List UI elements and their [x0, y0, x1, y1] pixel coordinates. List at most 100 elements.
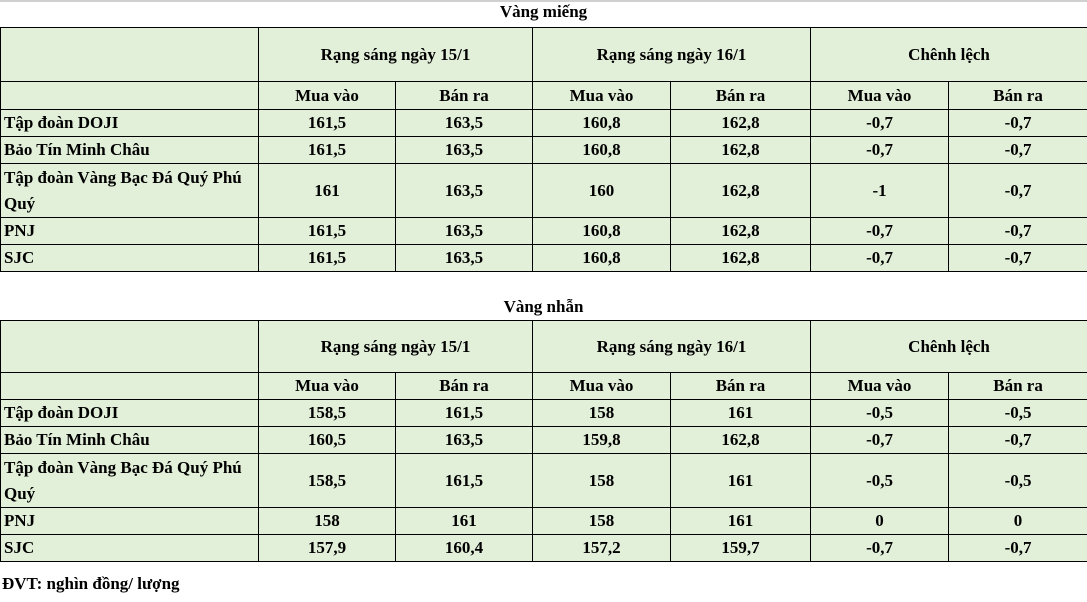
- price-cell: 161,5: [394, 399, 534, 427]
- price-cell: 160,8: [532, 244, 672, 272]
- table-row: Tập đoàn DOJI 161,5 163,5 160,8 162,8 -0,7 -0,…: [0, 109, 1087, 137]
- price-cell: 162,8: [670, 109, 812, 137]
- company-name: Tập đoàn DOJI: [0, 399, 259, 427]
- company-name: Tập đoàn Vàng Bạc Đá Quý Phú Quý: [0, 163, 259, 218]
- price-cell: 160,8: [532, 109, 672, 137]
- price-cell: -0,7: [810, 426, 950, 454]
- price-cell: 163,5: [394, 426, 534, 454]
- price-cell: 162,8: [670, 244, 812, 272]
- sub-header: Mua vào: [810, 372, 950, 400]
- price-cell: 163,5: [394, 136, 534, 164]
- price-cell: 158: [532, 507, 672, 535]
- price-cell: 160,5: [258, 426, 396, 454]
- table-row: Tập đoàn Vàng Bạc Đá Quý Phú Quý 161 163,5…: [0, 163, 1087, 218]
- price-cell: 158: [258, 507, 396, 535]
- price-cell: 161: [670, 453, 812, 508]
- price-cell: 0: [948, 507, 1087, 535]
- price-table: Rạng sáng ngày 15/1 Rạng sáng ngày 16/1 Ch…: [0, 320, 1087, 562]
- table-row: Tập đoàn Vàng Bạc Đá Quý Phú Quý 158,5 161…: [0, 453, 1087, 508]
- price-cell: 158: [532, 453, 672, 508]
- group-header: Chênh lệch: [810, 320, 1087, 373]
- price-cell: -0,7: [810, 109, 950, 137]
- price-cell: -0,5: [810, 453, 950, 508]
- empty-header-cell: [0, 372, 259, 400]
- sub-header: Mua vào: [258, 372, 396, 400]
- group-header: Rạng sáng ngày 15/1: [257, 27, 534, 82]
- table-row: Bảo Tín Minh Châu 160,5 163,5 159,8 162,8 -0,…: [0, 426, 1087, 454]
- price-cell: -0,7: [810, 136, 950, 164]
- table-row: Bảo Tín Minh Châu 161,5 163,5 160,8 162,8 -0,…: [0, 136, 1087, 164]
- price-cell: 163,5: [394, 217, 534, 245]
- price-cell: 158: [532, 399, 672, 427]
- sub-header: Bán ra: [670, 81, 812, 110]
- price-cell: 161: [670, 507, 812, 535]
- group-header: Rạng sáng ngày 16/1: [532, 320, 812, 373]
- price-cell: 161,5: [258, 217, 396, 245]
- price-cell: -1: [810, 163, 950, 218]
- sub-header: Mua vào: [532, 81, 672, 110]
- price-cell: -0,7: [948, 217, 1087, 245]
- price-cell: 162,8: [670, 163, 812, 218]
- company-name: PNJ: [0, 217, 259, 245]
- table-row: Tập đoàn DOJI 158,5 161,5 158 161 -0,5 -0,5: [0, 399, 1087, 427]
- price-cell: -0,5: [948, 453, 1087, 508]
- price-cell: 158,5: [258, 453, 396, 508]
- price-cell: 160,8: [532, 217, 672, 245]
- company-name: Bảo Tín Minh Châu: [0, 426, 259, 454]
- empty-header-cell: [0, 320, 259, 373]
- company-name: Tập đoàn DOJI: [0, 109, 259, 137]
- price-cell: -0,7: [810, 534, 950, 562]
- unit-note: ĐVT: nghìn đồng/ lượng: [2, 574, 180, 593]
- price-cell: 161: [258, 163, 396, 218]
- group-header: Chênh lệch: [810, 27, 1087, 82]
- company-name: SJC: [0, 244, 259, 272]
- price-cell: 160,8: [532, 136, 672, 164]
- price-cell: 163,5: [394, 163, 534, 218]
- price-table: Rạng sáng ngày 15/1 Rạng sáng ngày 16/1 Ch…: [0, 27, 1087, 272]
- price-cell: 161: [670, 399, 812, 427]
- price-cell: 157,9: [258, 534, 396, 562]
- price-cell: 161,5: [258, 244, 396, 272]
- group-header: Rạng sáng ngày 16/1: [532, 27, 812, 82]
- sub-header: Mua vào: [810, 81, 950, 110]
- sub-header: Bán ra: [394, 81, 534, 110]
- group-header-row: Rạng sáng ngày 15/1 Rạng sáng ngày 16/1 Ch…: [0, 27, 1087, 82]
- price-cell: -0,7: [948, 534, 1087, 562]
- sub-header: Bán ra: [948, 81, 1087, 110]
- price-cell: -0,7: [948, 109, 1087, 137]
- price-cell: 163,5: [394, 109, 534, 137]
- table-title: Vàng nhẫn: [503, 297, 584, 316]
- price-cell: -0,7: [948, 244, 1087, 272]
- price-cell: 162,8: [670, 426, 812, 454]
- sub-header-row: Mua vào Bán ra Mua vào Bán ra Mua vào Bán ra: [0, 372, 1087, 400]
- sub-header: Mua vào: [258, 81, 396, 110]
- price-cell: -0,7: [810, 217, 950, 245]
- empty-header-cell: [0, 27, 259, 82]
- company-name: Tập đoàn Vàng Bạc Đá Quý Phú Quý: [0, 453, 259, 508]
- sub-header: Bán ra: [670, 372, 812, 400]
- table-row: PNJ 161,5 163,5 160,8 162,8 -0,7 -0,7: [0, 217, 1087, 245]
- price-cell: 161,5: [258, 109, 396, 137]
- price-cell: 162,8: [670, 217, 812, 245]
- price-cell: 159,8: [532, 426, 672, 454]
- price-cell: 161: [394, 507, 534, 535]
- empty-header-cell: [0, 81, 259, 110]
- table-title: Vàng miếng: [499, 2, 588, 21]
- price-cell: -0,5: [948, 399, 1087, 427]
- price-cell: 160: [532, 163, 672, 218]
- sub-header: Bán ra: [394, 372, 534, 400]
- price-cell: -0,5: [810, 399, 950, 427]
- group-header: Rạng sáng ngày 15/1: [257, 320, 534, 373]
- table-row: PNJ 158 161 158 161 0 0: [0, 507, 1087, 535]
- price-cell: 159,7: [670, 534, 812, 562]
- price-cell: 163,5: [394, 244, 534, 272]
- sub-header: Bán ra: [948, 372, 1087, 400]
- sub-header-row: Mua vào Bán ra Mua vào Bán ra Mua vào Bán ra: [0, 81, 1087, 110]
- price-cell: 158,5: [258, 399, 396, 427]
- price-cell: 162,8: [670, 136, 812, 164]
- price-cell: -0,7: [810, 244, 950, 272]
- company-name: SJC: [0, 534, 259, 562]
- price-cell: 161,5: [258, 136, 396, 164]
- company-name: Bảo Tín Minh Châu: [0, 136, 259, 164]
- company-name: PNJ: [0, 507, 259, 535]
